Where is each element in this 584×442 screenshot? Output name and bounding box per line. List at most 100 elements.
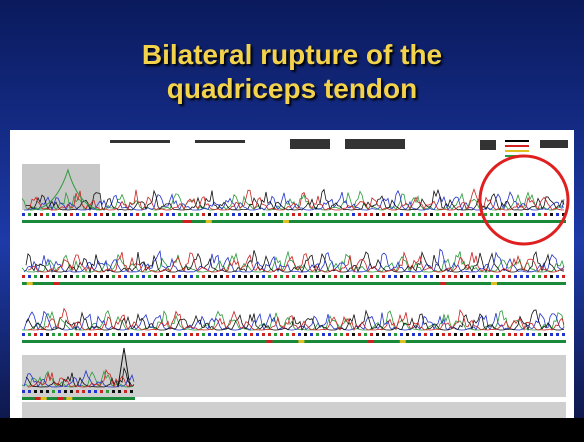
base-mark <box>142 333 145 336</box>
quality-bar <box>491 282 497 285</box>
base-mark <box>184 213 187 216</box>
base-mark <box>178 275 181 278</box>
base-mark <box>496 333 499 336</box>
base-mark <box>358 213 361 216</box>
base-mark <box>556 275 559 278</box>
base-mark <box>442 333 445 336</box>
base-mark <box>64 390 67 393</box>
base-mark <box>208 333 211 336</box>
base-mark <box>58 213 61 216</box>
base-mark <box>148 275 151 278</box>
base-mark <box>364 213 367 216</box>
quality-bar <box>22 282 566 285</box>
base-mark <box>82 333 85 336</box>
base-mark <box>544 213 547 216</box>
base-mark <box>532 213 535 216</box>
quality-bar <box>283 220 289 223</box>
chromatogram-image <box>0 0 584 442</box>
base-mark <box>130 275 133 278</box>
base-mark <box>292 213 295 216</box>
base-mark <box>190 213 193 216</box>
base-mark <box>52 275 55 278</box>
base-mark <box>484 275 487 278</box>
base-mark <box>184 275 187 278</box>
base-mark <box>220 275 223 278</box>
base-mark <box>532 333 535 336</box>
quality-bar <box>206 220 212 223</box>
base-mark <box>436 213 439 216</box>
base-mark <box>424 275 427 278</box>
base-mark <box>400 333 403 336</box>
base-mark <box>256 275 259 278</box>
base-mark <box>382 275 385 278</box>
base-mark <box>172 213 175 216</box>
base-mark <box>370 333 373 336</box>
base-mark <box>274 333 277 336</box>
base-mark <box>382 333 385 336</box>
base-mark <box>112 213 115 216</box>
base-mark <box>520 333 523 336</box>
base-mark <box>538 333 541 336</box>
base-mark <box>556 213 559 216</box>
base-mark <box>460 275 463 278</box>
base-mark <box>508 275 511 278</box>
base-mark <box>340 275 343 278</box>
base-mark <box>22 275 25 278</box>
base-mark <box>280 213 283 216</box>
base-mark <box>304 275 307 278</box>
base-mark <box>376 333 379 336</box>
base-mark <box>64 275 67 278</box>
base-mark <box>340 213 343 216</box>
base-mark <box>298 333 301 336</box>
base-mark <box>382 213 385 216</box>
base-mark <box>490 275 493 278</box>
base-mark <box>196 275 199 278</box>
base-mark <box>112 390 115 393</box>
base-mark <box>358 275 361 278</box>
base-mark <box>184 333 187 336</box>
base-mark <box>322 333 325 336</box>
base-mark <box>370 213 373 216</box>
base-mark <box>208 275 211 278</box>
base-mark <box>70 213 73 216</box>
base-mark <box>316 275 319 278</box>
base-mark <box>58 390 61 393</box>
base-mark <box>172 333 175 336</box>
base-mark <box>472 275 475 278</box>
base-mark <box>352 333 355 336</box>
base-mark <box>94 213 97 216</box>
base-mark <box>46 390 49 393</box>
base-mark <box>454 275 457 278</box>
base-mark <box>448 213 451 216</box>
base-mark <box>424 213 427 216</box>
quality-bar <box>35 397 41 400</box>
base-mark <box>58 333 61 336</box>
base-mark <box>130 213 133 216</box>
base-mark <box>472 333 475 336</box>
base-mark <box>34 333 37 336</box>
base-mark <box>406 333 409 336</box>
base-mark <box>478 333 481 336</box>
base-mark <box>106 333 109 336</box>
base-mark <box>82 275 85 278</box>
base-mark <box>214 333 217 336</box>
base-mark <box>298 275 301 278</box>
base-mark <box>202 333 205 336</box>
base-mark <box>142 275 145 278</box>
base-mark <box>340 333 343 336</box>
quality-bar <box>41 397 47 400</box>
base-mark <box>394 275 397 278</box>
base-mark <box>484 333 487 336</box>
base-mark <box>250 333 253 336</box>
base-mark <box>304 333 307 336</box>
base-mark <box>520 213 523 216</box>
quality-bar <box>298 340 304 343</box>
base-mark <box>454 213 457 216</box>
base-mark <box>526 333 529 336</box>
base-mark <box>430 213 433 216</box>
base-mark <box>106 275 109 278</box>
base-mark <box>448 275 451 278</box>
base-mark <box>454 333 457 336</box>
base-mark <box>118 390 121 393</box>
base-mark <box>352 213 355 216</box>
